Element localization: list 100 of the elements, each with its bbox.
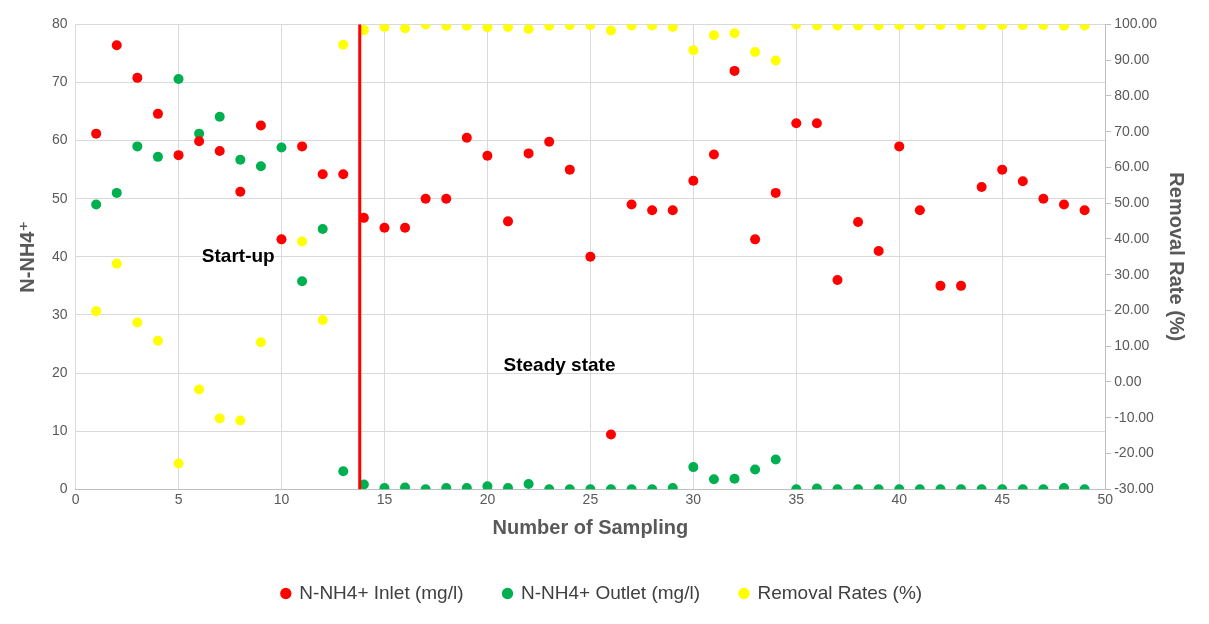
point — [91, 199, 102, 210]
y-tick-label: 20 — [51, 363, 68, 380]
legend-label: Removal Rates (%) — [757, 581, 923, 603]
y-tick-label: 70 — [51, 73, 68, 90]
point — [482, 481, 493, 490]
point — [91, 306, 102, 317]
y-tick-label: 30 — [51, 305, 68, 322]
point — [152, 335, 163, 346]
y-tick-label: 40 — [51, 247, 68, 264]
point — [708, 474, 719, 485]
point — [317, 223, 328, 234]
annotation: Start-up — [201, 245, 275, 267]
y-tick-label: 10 — [51, 421, 68, 438]
y2-tick-label: 70.00 — [1114, 122, 1150, 139]
point — [420, 193, 431, 204]
point — [173, 74, 184, 85]
point — [235, 415, 246, 426]
point — [255, 337, 266, 348]
point — [317, 169, 328, 180]
point — [152, 151, 163, 162]
x-tick-label: 20 — [479, 491, 496, 508]
point — [297, 141, 308, 152]
legend-label: N-NH4+ Inlet (mg/l) — [299, 581, 464, 603]
point — [503, 24, 514, 32]
point — [935, 280, 946, 291]
point — [688, 462, 699, 473]
point — [667, 205, 678, 216]
point — [956, 280, 967, 291]
point — [338, 39, 349, 50]
point — [585, 251, 596, 262]
point — [729, 65, 740, 76]
y2-tick-label: 80.00 — [1114, 86, 1150, 103]
x-tick-label: 10 — [273, 491, 290, 508]
point — [338, 466, 349, 477]
point — [214, 146, 225, 157]
point — [750, 234, 761, 245]
point — [770, 55, 781, 66]
y2-tick-label: 60.00 — [1114, 158, 1150, 175]
point — [255, 120, 266, 131]
y-tick-label: 60 — [51, 131, 68, 148]
point — [379, 24, 390, 32]
y-tick-label: 50 — [51, 189, 68, 206]
point — [791, 118, 802, 129]
y2-tick-label: 30.00 — [1114, 265, 1150, 282]
point — [173, 458, 184, 469]
point — [523, 148, 534, 159]
point — [132, 317, 143, 328]
y-axis-title: N-NH4⁺ — [15, 220, 38, 293]
point — [770, 454, 781, 465]
point — [667, 24, 678, 32]
point — [194, 136, 205, 147]
point — [400, 482, 411, 490]
point — [914, 205, 925, 216]
point — [1079, 205, 1090, 216]
point — [894, 141, 905, 152]
annotation: Steady state — [503, 354, 616, 376]
point — [214, 413, 225, 424]
point — [152, 108, 163, 119]
point — [173, 150, 184, 161]
y2-tick-label: -20.00 — [1114, 444, 1155, 461]
point — [482, 24, 493, 33]
point — [276, 142, 287, 153]
y2-tick-label: -30.00 — [1114, 480, 1155, 497]
point — [564, 164, 575, 175]
point — [770, 187, 781, 198]
point — [441, 193, 452, 204]
x-tick-label: 35 — [788, 491, 805, 508]
point — [832, 275, 843, 286]
point — [111, 40, 122, 51]
point — [461, 132, 472, 143]
x-tick-label: 50 — [1097, 491, 1114, 508]
point — [1017, 176, 1028, 187]
point — [976, 182, 987, 193]
point — [317, 315, 328, 326]
point — [482, 150, 493, 161]
point — [708, 149, 719, 160]
point — [1058, 199, 1069, 210]
y2-tick-label: 50.00 — [1114, 194, 1150, 211]
x-tick-label: 45 — [994, 491, 1011, 508]
point — [235, 154, 246, 165]
point — [523, 24, 534, 35]
y2-tick-label: 20.00 — [1114, 301, 1150, 318]
point — [708, 30, 719, 41]
point — [729, 28, 740, 39]
point — [379, 222, 390, 233]
point — [338, 169, 349, 180]
point — [400, 24, 411, 34]
point — [297, 236, 308, 247]
point — [729, 473, 740, 484]
point — [214, 111, 225, 122]
point — [605, 429, 616, 440]
point — [255, 161, 266, 172]
point — [1038, 193, 1049, 204]
point — [605, 25, 616, 36]
point — [997, 164, 1008, 175]
point — [853, 216, 864, 227]
y2-axis-title: Removal Rate (%) — [1166, 172, 1189, 342]
x-axis-title: Number of Sampling — [492, 515, 689, 538]
point — [688, 45, 699, 56]
point — [873, 245, 884, 256]
